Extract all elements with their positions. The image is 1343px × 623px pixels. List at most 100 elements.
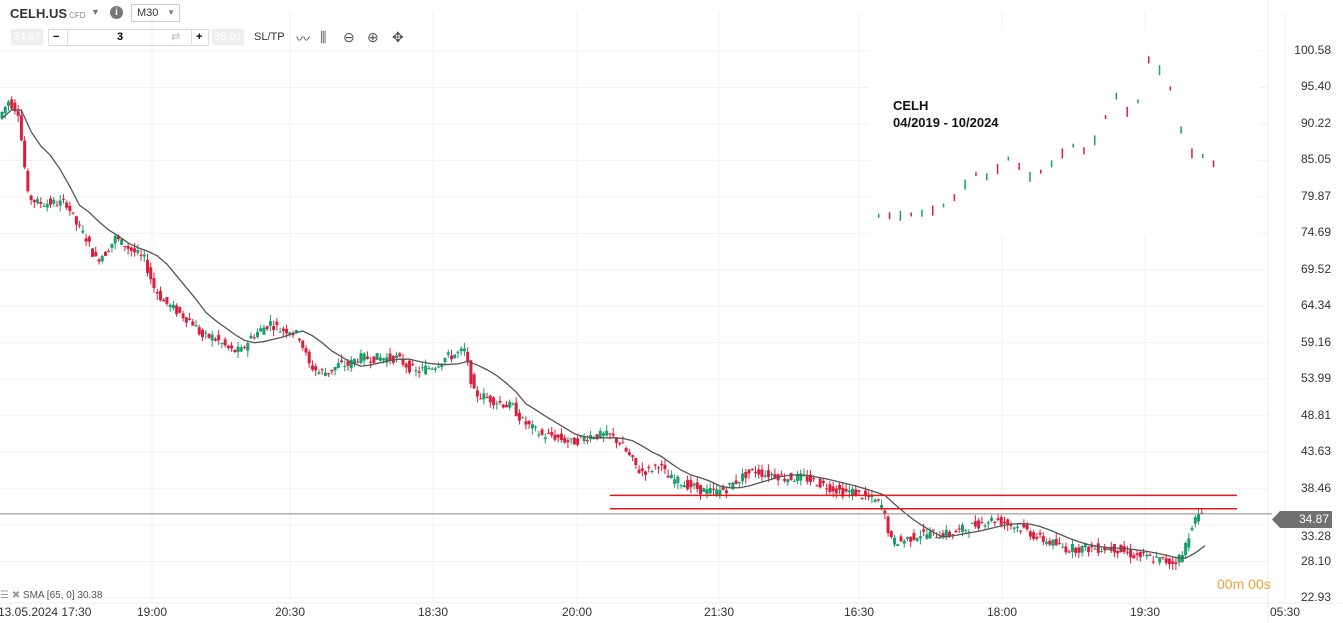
candle: [103, 251, 107, 256]
candle: [446, 352, 450, 355]
candle: [851, 488, 855, 496]
candle: [1090, 544, 1094, 548]
candle: [152, 278, 156, 289]
candle: [158, 290, 162, 301]
timeframe-value: M30: [137, 7, 159, 19]
candle: [572, 437, 576, 445]
y-tick-label: 95.40: [1300, 79, 1331, 94]
candle: [336, 363, 340, 369]
zoom-in-icon[interactable]: ⊕: [367, 29, 379, 45]
candle: [918, 536, 922, 539]
candle: [239, 347, 243, 352]
plus-icon[interactable]: +: [196, 31, 203, 43]
line-chart-icon[interactable]: 〰: [296, 31, 310, 47]
move-icon[interactable]: ✥: [392, 29, 404, 45]
candle: [175, 305, 179, 315]
candle: [711, 488, 715, 490]
candle: [902, 540, 906, 544]
inset-candle: [899, 210, 902, 221]
candle: [1077, 547, 1081, 553]
candle: [1003, 521, 1006, 524]
symbol-name: CELH.US: [10, 6, 68, 21]
candle: [679, 485, 683, 487]
candle: [896, 544, 900, 547]
candle: [634, 458, 638, 466]
swap-icon[interactable]: ⇄: [171, 31, 181, 43]
candle: [6, 101, 10, 106]
candle: [624, 448, 628, 452]
timeframe-select[interactable]: M30 ▼: [131, 4, 180, 22]
sell-price-button[interactable]: 34.87: [11, 29, 43, 45]
info-icon[interactable]: i: [110, 6, 123, 19]
close-icon[interactable]: ☰ ✖: [0, 590, 23, 601]
sma-value: SMA [65, 0] 30.38: [22, 590, 103, 601]
candle: [1083, 544, 1087, 548]
candle: [327, 373, 331, 375]
candle: [702, 488, 706, 492]
symbol-label[interactable]: CELH.US CFD: [10, 6, 86, 21]
inset-candle: [1083, 147, 1085, 155]
candles-icon[interactable]: ⫼: [320, 29, 327, 45]
candle: [508, 401, 512, 408]
candle: [715, 489, 719, 496]
candle: [275, 321, 279, 325]
candle: [210, 334, 214, 341]
candle: [1041, 536, 1045, 542]
candle: [1177, 554, 1181, 563]
candle: [197, 327, 201, 335]
candle: [838, 484, 842, 490]
candle: [223, 339, 227, 346]
candle: [540, 429, 544, 435]
candle: [1019, 530, 1023, 532]
candle: [821, 480, 825, 484]
minus-icon[interactable]: −: [53, 31, 60, 43]
inset-candle: [1212, 160, 1215, 168]
candle: [333, 366, 337, 371]
sma-indicator-label[interactable]: ☰ ✖ SMA [65, 0] 30.38: [0, 590, 102, 602]
candle: [220, 343, 224, 345]
inset-candle: [888, 212, 891, 220]
candle: [1187, 538, 1191, 548]
candle: [737, 481, 741, 484]
sltp-button[interactable]: SL/TP: [254, 31, 285, 43]
candle: [340, 360, 344, 363]
candle: [1074, 547, 1078, 553]
quantity-input[interactable]: 3: [117, 31, 124, 43]
candle: [52, 199, 56, 204]
inset-candle: [1029, 171, 1031, 182]
candle: [792, 480, 796, 482]
candle: [155, 291, 159, 294]
candle: [1103, 546, 1107, 551]
candle: [285, 328, 289, 334]
candle: [120, 239, 124, 245]
candle: [569, 438, 573, 440]
inset-chart: [878, 56, 1215, 221]
y-tick-label: 79.87: [1300, 188, 1331, 203]
candle: [808, 474, 812, 482]
x-tick-label: 19:00: [137, 605, 168, 619]
candle: [113, 235, 117, 244]
candle: [524, 421, 528, 425]
candle: [876, 499, 880, 501]
y-tick-label: 100.58: [1294, 43, 1331, 57]
quantity-stepper[interactable]: − 3 ⇄ +: [48, 29, 209, 46]
candle: [1048, 540, 1052, 545]
candle: [763, 475, 767, 477]
candle: [485, 397, 489, 399]
candle: [213, 339, 217, 341]
candle: [94, 251, 98, 257]
candle: [407, 360, 411, 373]
candle: [498, 400, 502, 403]
candle: [3, 106, 7, 114]
candle: [553, 434, 557, 440]
candle: [45, 203, 49, 208]
candle: [547, 432, 551, 434]
candle: [511, 403, 515, 405]
candle: [142, 254, 146, 257]
chevron-down-icon[interactable]: ▼: [91, 7, 100, 17]
candle: [255, 331, 259, 338]
zoom-out-icon[interactable]: ⊖: [343, 29, 355, 45]
buy-price-button[interactable]: 35.01: [212, 29, 244, 45]
candle: [1045, 541, 1049, 544]
